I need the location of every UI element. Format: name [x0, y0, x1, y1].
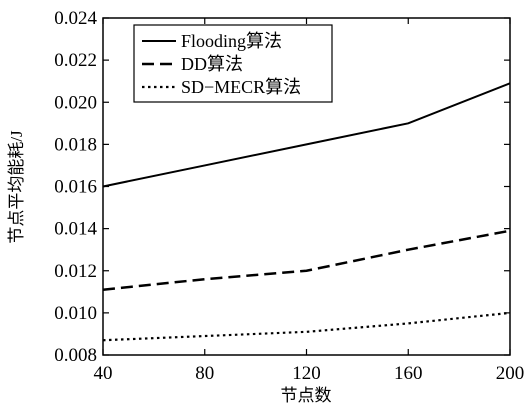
y-tick-label: 0.012 — [54, 261, 97, 282]
series-line-3 — [102, 311, 511, 342]
x-tick-label: 40 — [94, 363, 113, 384]
y-tick-label: 0.022 — [54, 50, 97, 71]
series-layer — [102, 82, 511, 342]
y-tick-label: 0.010 — [54, 303, 97, 324]
legend-label-1: Flooding算法 — [181, 31, 282, 51]
y-tick-label: 0.018 — [54, 134, 97, 155]
y-tick-label: 0.014 — [54, 219, 97, 240]
y-tick-label: 0.020 — [54, 92, 97, 113]
y-axis-label: 节点平均能耗/J — [7, 130, 26, 244]
x-tick-label: 200 — [496, 363, 525, 384]
y-tick-label: 0.024 — [54, 8, 97, 29]
legend: Flooding算法 DD算法 SD−MECR算法 — [133, 24, 333, 103]
x-tick-label: 160 — [394, 363, 423, 384]
legend-label-2: DD算法 — [181, 54, 243, 74]
y-tick-label: 0.016 — [54, 177, 97, 198]
series-line-1 — [102, 82, 511, 188]
x-tick-label: 80 — [195, 363, 214, 384]
x-tick-label: 120 — [292, 363, 321, 384]
series-line-2 — [102, 229, 511, 291]
x-axis-ticks: 40 80 120 160 200 — [94, 18, 525, 384]
y-axis-ticks: 0.008 0.010 0.012 0.014 0.016 0.018 0.020 0.022… — [54, 8, 510, 366]
x-axis-label: 节点数 — [281, 386, 332, 405]
legend-label-3: SD−MECR算法 — [181, 77, 301, 97]
y-tick-label: 0.008 — [54, 345, 97, 366]
